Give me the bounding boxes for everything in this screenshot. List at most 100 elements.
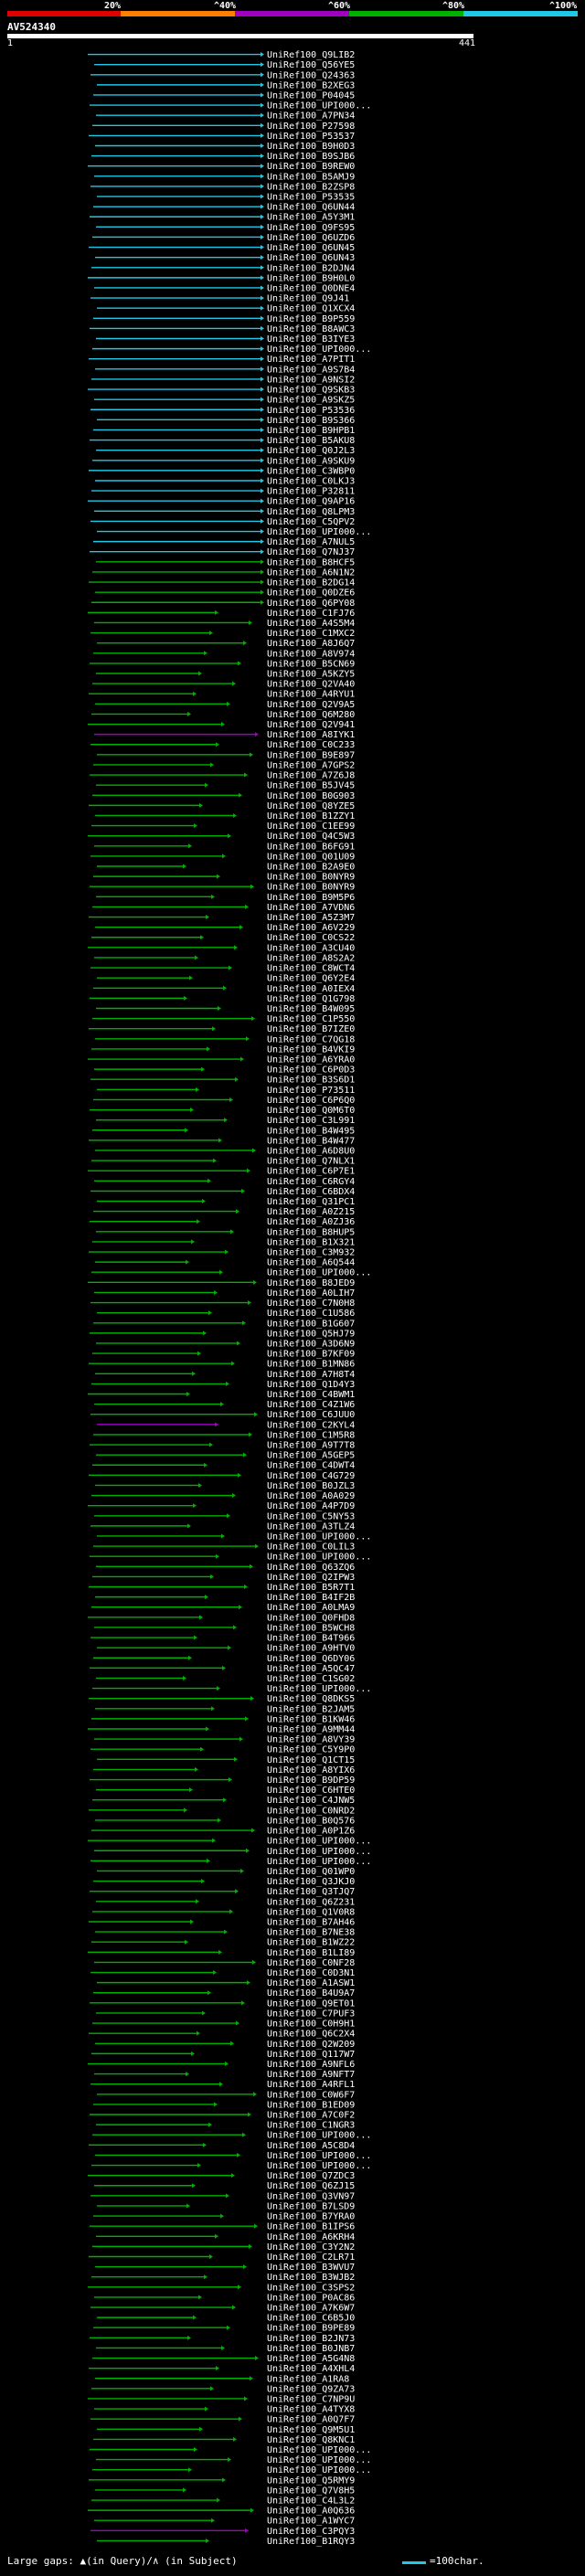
hit-label[interactable]: UniRef100_Q7NJ37 (267, 547, 355, 557)
hit-label[interactable]: UniRef100_B5JV45 (267, 781, 355, 791)
hit-label[interactable]: UniRef100_C2LR71 (267, 2253, 355, 2263)
hit-label[interactable]: UniRef100_B9P559 (267, 314, 355, 324)
hit-label[interactable]: UniRef100_C6P0D3 (267, 1065, 355, 1076)
hit-label[interactable]: UniRef100_C1FJ76 (267, 609, 355, 619)
hit-label[interactable]: UniRef100_Q9M5U1 (267, 2425, 355, 2435)
hit-label[interactable]: UniRef100_A8S2A2 (267, 953, 355, 963)
hit-label[interactable]: UniRef100_P53535 (267, 193, 355, 203)
hit-label[interactable]: UniRef100_A0LMA9 (267, 1603, 355, 1613)
hit-label[interactable]: UniRef100_C7N0H8 (267, 1299, 355, 1309)
hit-label[interactable]: UniRef100_C4Z1W6 (267, 1400, 355, 1410)
hit-label[interactable]: UniRef100_A8YIX6 (267, 1765, 355, 1776)
hit-label[interactable]: UniRef100_A8VY39 (267, 1735, 355, 1745)
hit-label[interactable]: UniRef100_B1G607 (267, 1319, 355, 1329)
hit-label[interactable]: UniRef100_A0P1Z6 (267, 1827, 355, 1837)
hit-label[interactable]: UniRef100_C7NP9U (267, 2394, 355, 2404)
hit-label[interactable]: UniRef100_C6P7E1 (267, 1167, 355, 1177)
hit-label[interactable]: UniRef100_Q01U09 (267, 852, 355, 862)
hit-label[interactable]: UniRef100_B1RQY3 (267, 2537, 355, 2547)
hit-label[interactable]: UniRef100_UPI000... (267, 2131, 371, 2141)
hit-label[interactable]: UniRef100_A4XHL4 (267, 2364, 355, 2374)
hit-label[interactable]: UniRef100_A0IEX4 (267, 984, 355, 994)
hit-label[interactable]: UniRef100_A4RYU1 (267, 690, 355, 700)
hit-label[interactable]: UniRef100_Q1G798 (267, 994, 355, 1004)
hit-label[interactable]: UniRef100_B0Q576 (267, 1816, 355, 1826)
hit-label[interactable]: UniRef100_C6JUU0 (267, 1410, 355, 1420)
hit-label[interactable]: UniRef100_Q2W209 (267, 2040, 355, 2050)
hit-label[interactable]: UniRef100_A5QC47 (267, 1664, 355, 1674)
hit-label[interactable]: UniRef100_B2JAM5 (267, 1704, 355, 1714)
hit-label[interactable]: UniRef100_UPI000... (267, 2161, 371, 2171)
hit-label[interactable]: UniRef100_A9NFT7 (267, 2070, 355, 2080)
hit-label[interactable]: UniRef100_Q3TJQ7 (267, 1887, 355, 1897)
hit-label[interactable]: UniRef100_C1P550 (267, 1014, 355, 1024)
hit-label[interactable]: UniRef100_C0C233 (267, 740, 355, 750)
hit-label[interactable]: UniRef100_P27598 (267, 122, 355, 132)
hit-label[interactable]: UniRef100_C1U586 (267, 1309, 355, 1319)
hit-label[interactable]: UniRef100_B6FG91 (267, 842, 355, 852)
hit-label[interactable]: UniRef100_A4S5M4 (267, 619, 355, 629)
hit-label[interactable]: UniRef100_B5R7T1 (267, 1583, 355, 1593)
hit-label[interactable]: UniRef100_Q5RMY9 (267, 2475, 355, 2486)
hit-label[interactable]: UniRef100_Q9ET01 (267, 1998, 355, 2009)
hit-label[interactable]: UniRef100_B8HUP5 (267, 1227, 355, 1237)
hit-label[interactable]: UniRef100_Q8LPM3 (267, 507, 355, 517)
hit-label[interactable]: UniRef100_Q7NLX1 (267, 1157, 355, 1167)
hit-label[interactable]: UniRef100_UPI000... (267, 1268, 371, 1278)
hit-label[interactable]: UniRef100_Q1D4Y3 (267, 1380, 355, 1390)
hit-label[interactable]: UniRef100_C0NF28 (267, 1958, 355, 1968)
hit-label[interactable]: UniRef100_C1MXC2 (267, 629, 355, 639)
hit-label[interactable]: UniRef100_Q0DZE6 (267, 588, 355, 599)
hit-label[interactable]: UniRef100_B7NE38 (267, 1928, 355, 1938)
hit-label[interactable]: UniRef100_Q63ZQ6 (267, 1563, 355, 1573)
hit-label[interactable]: UniRef100_UPI000... (267, 1857, 371, 1867)
hit-label[interactable]: UniRef100_B9HPB1 (267, 426, 355, 436)
hit-label[interactable]: UniRef100_Q1CT15 (267, 1755, 355, 1765)
hit-label[interactable]: UniRef100_P04045 (267, 90, 355, 101)
hit-label[interactable]: UniRef100_A5G4N8 (267, 2354, 355, 2364)
hit-label[interactable]: UniRef100_A9MM44 (267, 1724, 355, 1734)
hit-label[interactable]: UniRef100_C1M5R8 (267, 1430, 355, 1440)
hit-label[interactable]: UniRef100_A3CU40 (267, 943, 355, 953)
hit-label[interactable]: UniRef100_B9H0L0 (267, 273, 355, 283)
hit-label[interactable]: UniRef100_C2KYL4 (267, 1420, 355, 1430)
hit-label[interactable]: UniRef100_B0NYR9 (267, 873, 355, 883)
hit-label[interactable]: UniRef100_B5AMJ9 (267, 172, 355, 182)
hit-label[interactable]: UniRef100_A7C0F2 (267, 2111, 355, 2121)
hit-label[interactable]: UniRef100_B1IPS6 (267, 2222, 355, 2232)
hit-label[interactable]: UniRef100_A0Q7F7 (267, 2415, 355, 2425)
hit-label[interactable]: UniRef100_Q56YE5 (267, 60, 355, 70)
hit-label[interactable]: UniRef100_A9NSI2 (267, 375, 355, 385)
hit-label[interactable]: UniRef100_C5QPV2 (267, 517, 355, 527)
hit-label[interactable]: UniRef100_A0ZJ36 (267, 1217, 355, 1227)
hit-label[interactable]: UniRef100_A6YRA0 (267, 1055, 355, 1065)
hit-label[interactable]: UniRef100_A3D6N9 (267, 1339, 355, 1349)
hit-label[interactable]: UniRef100_A5GEP5 (267, 1451, 355, 1461)
hit-label[interactable]: UniRef100_B2XEG3 (267, 80, 355, 90)
hit-label[interactable]: UniRef100_B1WZ22 (267, 1938, 355, 1948)
hit-label[interactable]: UniRef100_Q6UN44 (267, 203, 355, 213)
hit-label[interactable]: UniRef100_A7GPS2 (267, 760, 355, 770)
hit-label[interactable]: UniRef100_A7NUL5 (267, 537, 355, 547)
hit-label[interactable]: UniRef100_A7K6W7 (267, 2304, 355, 2314)
hit-label[interactable]: UniRef100_B1ZZY1 (267, 811, 355, 822)
hit-label[interactable]: UniRef100_C4G729 (267, 1471, 355, 1481)
hit-label[interactable]: UniRef100_UPI000... (267, 101, 371, 111)
hit-label[interactable]: UniRef100_Q8KNC1 (267, 2435, 355, 2445)
hit-label[interactable]: UniRef100_B3WVU7 (267, 2263, 355, 2273)
hit-label[interactable]: UniRef100_C4DWT4 (267, 1461, 355, 1471)
hit-label[interactable]: UniRef100_A6Q544 (267, 1258, 355, 1268)
hit-label[interactable]: UniRef100_C0LIL3 (267, 1542, 355, 1553)
hit-label[interactable]: UniRef100_C3Y2N2 (267, 2242, 355, 2253)
hit-label[interactable]: UniRef100_Q9ZA73 (267, 2384, 355, 2394)
hit-label[interactable]: UniRef100_A6D8U0 (267, 1146, 355, 1156)
hit-label[interactable]: UniRef100_B2DG14 (267, 578, 355, 588)
hit-label[interactable]: UniRef100_C4L3L2 (267, 2496, 355, 2507)
hit-label[interactable]: UniRef100_P53536 (267, 406, 355, 416)
hit-label[interactable]: UniRef100_A4RFL1 (267, 2080, 355, 2090)
hit-label[interactable]: UniRef100_A1WYC7 (267, 2517, 355, 2527)
hit-label[interactable]: UniRef100_A7PN34 (267, 111, 355, 122)
hit-label[interactable]: UniRef100_Q9SKB3 (267, 386, 355, 396)
hit-label[interactable]: UniRef100_Q6M280 (267, 710, 355, 720)
hit-label[interactable]: UniRef100_A0Q636 (267, 2507, 355, 2517)
